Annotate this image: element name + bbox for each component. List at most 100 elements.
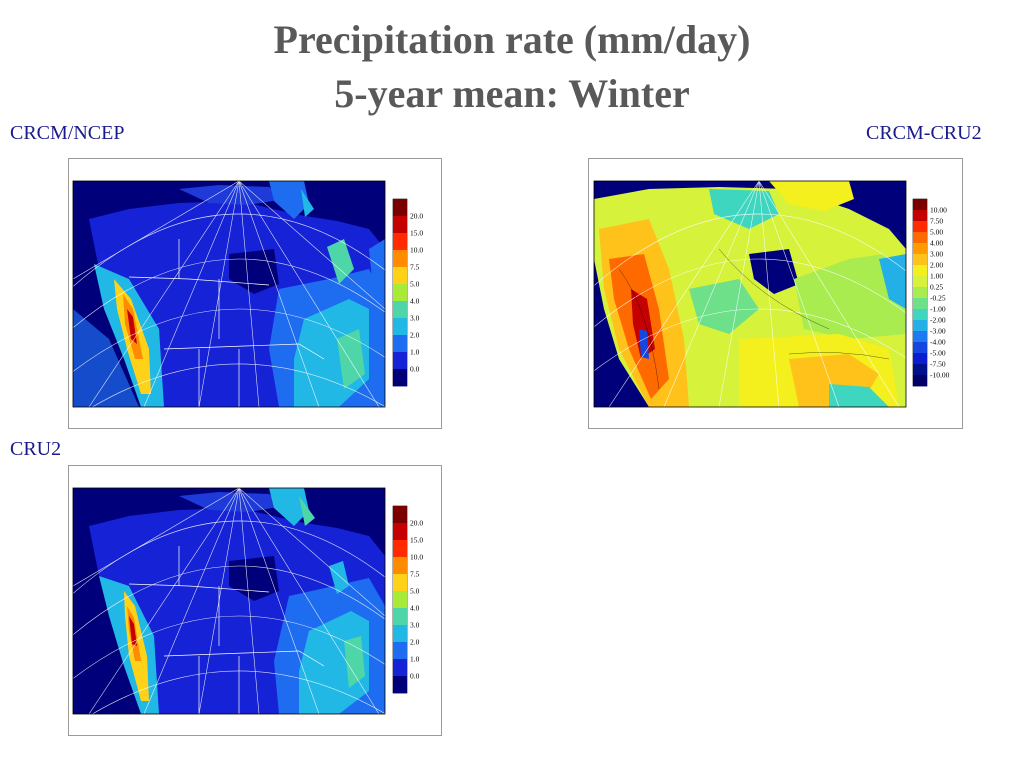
colorbar-crcm-ncep-swatch (393, 233, 407, 251)
colorbar-cru2-tick-label: 15.0 (410, 536, 423, 545)
colorbar-crcm-cru2-swatch (913, 364, 927, 376)
arctic-islands (179, 492, 284, 512)
colorbar-crcm-cru2-tick-label: 0.25 (930, 283, 943, 292)
colorbar-crcm-cru2-tick-label: 4.00 (930, 239, 943, 248)
colorbar-crcm-ncep-swatch (393, 284, 407, 302)
colorbar-crcm-cru2-swatch (913, 199, 927, 211)
colorbar-crcm-cru2-swatch (913, 210, 927, 222)
colorbar-crcm-cru2-swatch (913, 232, 927, 244)
colorbar-crcm-ncep-swatch (393, 369, 407, 387)
colorbar-crcm-cru2-tick-label: -5.00 (930, 349, 946, 358)
map-panel-crcm-cru2: 10.00 7.50 5.00 4.00 3.00 2.00 1.00 0.25 -0.25 -1… (588, 158, 963, 429)
colorbar-cru2-swatch (393, 608, 407, 626)
colorbar-crcm-cru2-tick-label: -2.00 (930, 316, 946, 325)
gulf-negative (829, 384, 889, 407)
colorbar-crcm-cru2-tick-label: 3.00 (930, 250, 943, 259)
arctic-negative (709, 189, 779, 229)
east-coast-low (879, 254, 906, 309)
colorbar-crcm-cru2-swatch (913, 309, 927, 321)
colorbar-crcm-ncep-swatch (393, 267, 407, 285)
west-coast-max (129, 616, 137, 646)
colorbar-crcm-ncep-swatch (393, 335, 407, 353)
colorbar-cru2-swatch (393, 625, 407, 643)
atlantic-band (369, 239, 385, 319)
colorbar-crcm-cru2-tick-label: 2.00 (930, 261, 943, 270)
map-precip-difference: 10.00 7.50 5.00 4.00 3.00 2.00 1.00 0.25 -0.25 -1… (593, 180, 950, 408)
colorbar-crcm-ncep-tick-label: 4.0 (410, 297, 420, 306)
colorbar-crcm-ncep-tick-label: 15.0 (410, 229, 423, 238)
colorbar-crcm-ncep-swatch (393, 216, 407, 234)
colorbar-crcm-cru2: 10.00 7.50 5.00 4.00 3.00 2.00 1.00 0.25 -0.25 -1… (912, 198, 950, 387)
colorbar-crcm-cru2-tick-label: 5.00 (930, 228, 943, 237)
labrador-coast (327, 239, 354, 284)
west-coast-max (127, 309, 137, 344)
west-negative-spots (639, 329, 649, 359)
colorbar-cru2-swatch (393, 523, 407, 541)
colorbar-crcm-cru2-tick-label: -10.00 (930, 371, 950, 380)
colorbar-crcm-cru2-swatch (913, 375, 927, 387)
panel-label-crcm-cru2: CRCM-CRU2 (866, 122, 982, 144)
west-peak (631, 289, 655, 359)
map-panel-cru2: 20.0 15.0 10.0 7.5 5.0 4.0 3.0 2.0 1.0 0.0 (68, 465, 442, 736)
panel-label-crcm-ncep: CRCM/NCEP (10, 122, 125, 144)
colorbar-crcm-ncep-tick-label: 7.5 (410, 263, 420, 272)
central-negative (689, 279, 759, 334)
colorbar-crcm-ncep-tick-label: 0.0 (410, 365, 420, 374)
greenland (769, 181, 854, 211)
colorbar-crcm-cru2-swatch (913, 331, 927, 343)
slide-title-line-1: Precipitation rate (mm/day) (273, 17, 751, 62)
colorbar-crcm-ncep-tick-label: 20.0 (410, 212, 423, 221)
colorbar-crcm-ncep-tick-label: 3.0 (410, 314, 420, 323)
colorbar-crcm-ncep-tick-label: 5.0 (410, 280, 420, 289)
slide-title-line-2: 5-year mean: Winter (334, 71, 690, 116)
colorbar-cru2: 20.0 15.0 10.0 7.5 5.0 4.0 3.0 2.0 1.0 0.0 (392, 505, 423, 694)
colorbar-crcm-cru2-swatch (913, 353, 927, 365)
colorbar-cru2-tick-label: 1.0 (410, 655, 420, 664)
colorbar-cru2-swatch (393, 591, 407, 609)
colorbar-crcm-cru2-tick-label: -7.50 (930, 360, 946, 369)
east-region-high (299, 611, 369, 714)
colorbar-crcm-cru2-swatch (913, 254, 927, 266)
colorbar-crcm-ncep-swatch (393, 199, 407, 217)
colorbar-crcm-ncep-tick-label: 10.0 (410, 246, 423, 255)
colorbar-crcm-cru2-swatch (913, 243, 927, 255)
colorbar-cru2-swatch (393, 574, 407, 592)
colorbar-crcm-ncep-tick-label: 1.0 (410, 348, 420, 357)
colorbar-crcm-ncep: 20.0 15.0 10.0 7.5 5.0 4.0 3.0 2.0 1.0 0.0 (392, 198, 423, 387)
colorbar-cru2-swatch (393, 659, 407, 677)
colorbar-crcm-cru2-swatch (913, 287, 927, 299)
colorbar-crcm-ncep-swatch (393, 301, 407, 319)
labrador-coast (329, 561, 349, 594)
colorbar-cru2-swatch (393, 557, 407, 575)
colorbar-cru2-swatch (393, 506, 407, 524)
colorbar-crcm-ncep-swatch (393, 318, 407, 336)
colorbar-crcm-cru2-tick-label: -3.00 (930, 327, 946, 336)
colorbar-cru2-tick-label: 10.0 (410, 553, 423, 562)
colorbar-crcm-cru2-tick-label: -0.25 (930, 294, 946, 303)
greenland (269, 488, 309, 526)
colorbar-cru2-tick-label: 7.5 (410, 570, 420, 579)
panel-label-cru2: CRU2 (10, 438, 62, 460)
arctic-islands (179, 185, 284, 205)
map-precip-cru2: 20.0 15.0 10.0 7.5 5.0 4.0 3.0 2.0 1.0 0.0 (72, 487, 423, 715)
hudson-bay (749, 249, 799, 294)
colorbar-crcm-cru2-swatch (913, 265, 927, 277)
colorbar-cru2-tick-label: 4.0 (410, 604, 420, 613)
map-panel-crcm-ncep: 20.0 15.0 10.0 7.5 5.0 4.0 3.0 2.0 1.0 0.0 (68, 158, 442, 429)
colorbar-crcm-ncep-swatch (393, 352, 407, 370)
colorbar-cru2-tick-label: 20.0 (410, 519, 423, 528)
colorbar-cru2-swatch (393, 642, 407, 660)
colorbar-crcm-cru2-tick-label: 10.00 (930, 206, 947, 215)
colorbar-crcm-cru2-swatch (913, 342, 927, 354)
colorbar-crcm-cru2-tick-label: 7.50 (930, 217, 943, 226)
pacific-ocean-band (73, 309, 139, 407)
colorbar-cru2-tick-label: 2.0 (410, 638, 420, 647)
colorbar-crcm-ncep-tick-label: 2.0 (410, 331, 420, 340)
colorbar-crcm-cru2-swatch (913, 298, 927, 310)
colorbar-crcm-cru2-tick-label: -4.00 (930, 338, 946, 347)
colorbar-crcm-cru2-swatch (913, 221, 927, 233)
colorbar-cru2-swatch (393, 540, 407, 558)
colorbar-crcm-cru2-tick-label: -1.00 (930, 305, 946, 314)
colorbar-cru2-tick-label: 0.0 (410, 672, 420, 681)
greenland-coast (299, 496, 315, 526)
